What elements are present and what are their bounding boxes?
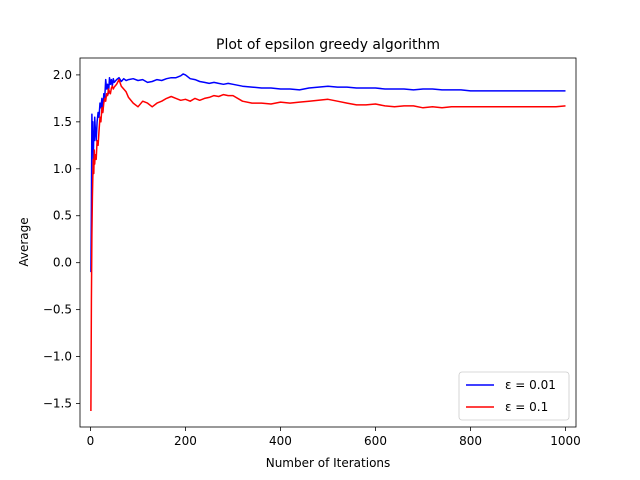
chart-title: Plot of epsilon greedy algorithm [216,37,440,53]
series-layer [90,73,566,412]
y-tick-label: −0.5 [43,303,72,317]
series-line-eps-001 [90,73,566,273]
x-axis-label: Number of Iterations [266,456,391,470]
y-tick-label: 0.5 [53,209,72,223]
series-line-eps-01 [90,78,566,412]
y-tick-label: 1.0 [53,162,72,176]
y-tick-label: −1.5 [43,397,72,411]
y-axis-ticks: −1.5 −1.0 −0.5 0.0 0.5 1.0 1.5 2.0 [43,68,80,411]
x-tick-label: 800 [459,434,482,448]
legend-label-eps-001: ε = 0.01 [505,378,556,392]
legend: ε = 0.01 ε = 0.1 [458,371,570,421]
y-tick-label: 0.0 [53,256,72,270]
y-tick-label: 2.0 [53,68,72,82]
x-tick-label: 400 [269,434,292,448]
x-tick-label: 600 [364,434,387,448]
y-tick-label: 1.5 [53,115,72,129]
y-axis-label: Average [17,217,31,266]
x-tick-label: 200 [174,434,197,448]
x-axis-ticks: 0 200 400 600 800 1000 [87,427,581,448]
x-tick-label: 1000 [550,434,581,448]
x-tick-label: 0 [87,434,95,448]
plot-frame [79,57,577,428]
legend-box [458,371,570,421]
y-tick-label: −1.0 [43,350,72,364]
legend-label-eps-01: ε = 0.1 [505,400,548,414]
